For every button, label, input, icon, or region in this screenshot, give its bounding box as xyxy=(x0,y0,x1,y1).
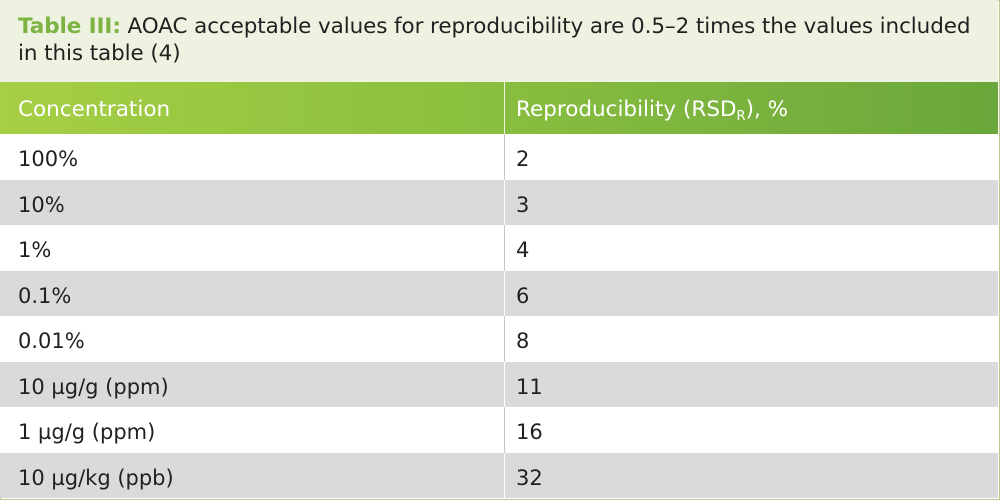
cell-concentration: 1 µg/g (ppm) xyxy=(18,420,156,444)
table-row: 0.1% 6 xyxy=(0,270,998,316)
header-concentration: Concentration xyxy=(18,97,171,122)
column-divider xyxy=(504,361,505,407)
column-divider xyxy=(504,270,505,316)
cell-reproducibility: 2 xyxy=(516,147,530,171)
header-reproducibility-suffix: ), % xyxy=(745,97,789,122)
table-row: 0.01% 8 xyxy=(0,316,998,362)
table-row: 1% 4 xyxy=(0,225,998,271)
table-row: 100% 2 xyxy=(0,134,998,180)
cell-concentration: 10 µg/g (ppm) xyxy=(18,374,169,399)
table-header: Concentration Reproducibility (RSDR), % xyxy=(0,82,998,134)
cell-reproducibility: 3 xyxy=(516,192,530,217)
column-divider xyxy=(504,134,505,180)
table-row: 10 µg/kg (ppb) 32 xyxy=(0,452,998,498)
column-divider xyxy=(504,82,505,134)
column-divider xyxy=(504,452,505,498)
table-row: 10% 3 xyxy=(0,179,998,225)
cell-reproducibility: 11 xyxy=(516,374,543,399)
cell-reproducibility: 16 xyxy=(516,420,543,444)
cell-reproducibility: 4 xyxy=(516,238,530,262)
table-row: 10 µg/g (ppm) 11 xyxy=(0,361,998,407)
table-caption: Table III: AOAC acceptable values for re… xyxy=(0,0,998,82)
column-divider xyxy=(504,407,505,453)
cell-concentration: 10 µg/kg (ppb) xyxy=(18,465,174,490)
cell-concentration: 0.01% xyxy=(18,329,85,353)
column-divider xyxy=(504,225,505,271)
cell-reproducibility: 6 xyxy=(516,283,530,308)
header-reproducibility: Reproducibility (RSDR), % xyxy=(516,82,788,134)
header-reproducibility-prefix: Reproducibility (RSD xyxy=(516,97,737,122)
header-reproducibility-subscript: R xyxy=(736,109,746,124)
column-divider xyxy=(504,316,505,362)
cell-concentration: 100% xyxy=(18,147,79,171)
cell-reproducibility: 32 xyxy=(516,465,543,490)
cell-concentration: 10% xyxy=(18,192,65,217)
table-row: 1 µg/g (ppm) 16 xyxy=(0,407,998,453)
cell-reproducibility: 8 xyxy=(516,329,530,353)
caption-lead: Table III: xyxy=(18,14,121,39)
table-body: 100% 2 10% 3 1% 4 0.1% 6 0.01% 8 10 µg/g… xyxy=(0,134,998,498)
cell-concentration: 1% xyxy=(18,238,52,262)
column-divider xyxy=(504,179,505,225)
caption-text: AOAC acceptable values for reproducibili… xyxy=(18,14,971,66)
cell-concentration: 0.1% xyxy=(18,283,72,308)
